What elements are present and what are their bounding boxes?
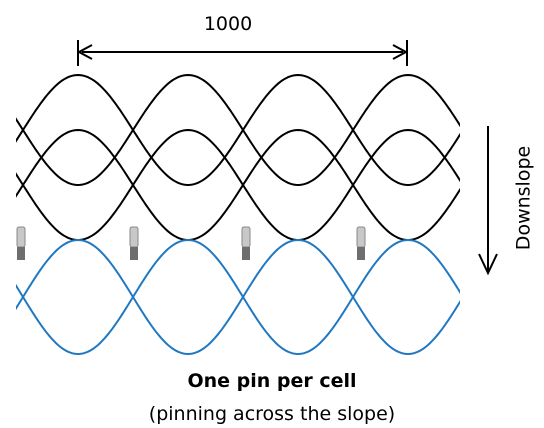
dimension-arrow xyxy=(76,40,409,66)
downslope-label: Downslope xyxy=(513,146,535,250)
pins xyxy=(16,226,366,260)
pin-head xyxy=(356,226,366,248)
mesh-wire xyxy=(16,238,460,356)
pin-shaft xyxy=(242,247,250,260)
mesh-wire xyxy=(16,238,460,356)
pin-head xyxy=(16,226,26,248)
mesh xyxy=(16,73,460,356)
pin-shaft xyxy=(17,247,25,260)
pin-head xyxy=(241,226,251,248)
mesh-wire xyxy=(16,128,460,242)
caption-title: One pin per cell xyxy=(187,370,356,392)
mesh-wire xyxy=(16,73,460,187)
mesh-wire xyxy=(16,73,460,187)
dimension-label: 1000 xyxy=(204,13,252,35)
pin-shaft xyxy=(357,247,365,260)
downslope-arrow xyxy=(478,126,498,276)
caption-subtitle: (pinning across the slope) xyxy=(149,403,395,425)
pin-shaft xyxy=(130,247,138,260)
pin-head xyxy=(129,226,139,248)
